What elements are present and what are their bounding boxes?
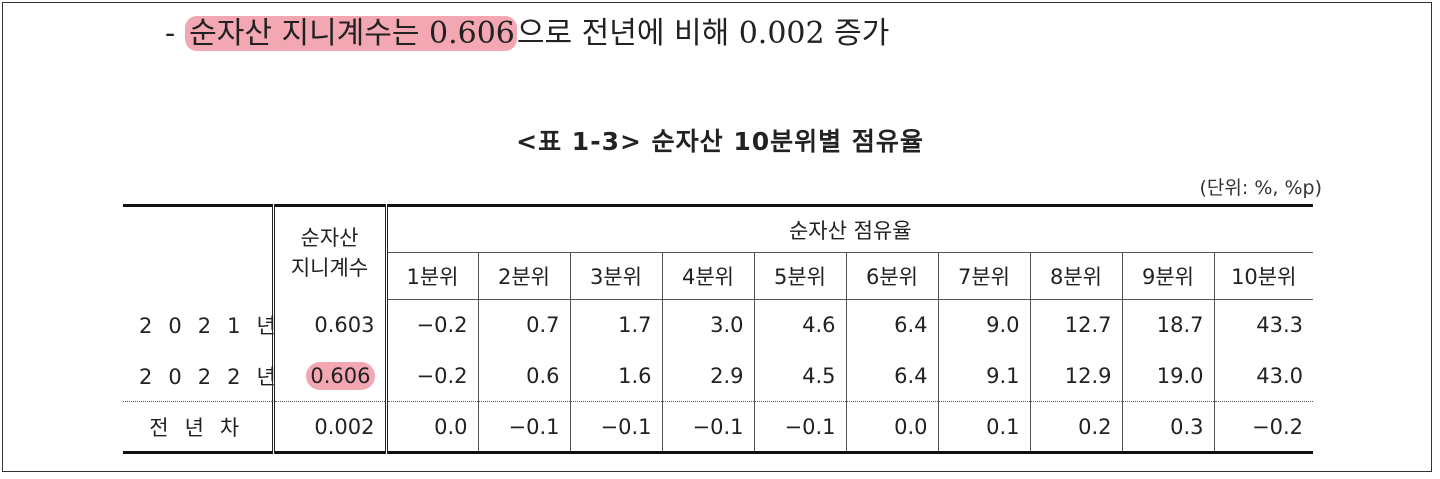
share-value: −0.1 <box>661 401 754 454</box>
unit-label: (단위: %, %p) <box>1199 177 1322 199</box>
net-asset-share-table: 순자산 지니계수 순자산 점유율 1분위 2분위 3분위 4분위 5분위 6분위 7분위 8분… <box>123 204 1314 454</box>
gini-value: 0.603 <box>273 299 388 351</box>
share-value: 9.1 <box>937 350 1030 402</box>
share-value: 0.7 <box>477 299 570 351</box>
decile-header-2: 2분위 <box>477 252 570 300</box>
share-value: 43.0 <box>1213 350 1314 402</box>
share-value: −0.1 <box>477 401 570 454</box>
gini-header: 순자산 지니계수 <box>273 204 388 300</box>
gini-header-line2: 지니계수 <box>290 256 369 281</box>
table-row: 전년차 0.002 0.0 −0.1 −0.1 −0.1 −0.1 0.0 0.1 0.2 0.3−… <box>123 401 1314 454</box>
share-value: 0.1 <box>937 401 1030 454</box>
share-value: 12.7 <box>1029 299 1122 351</box>
summary-line: - 순자산 지니계수는 0.606으로 전년에 비해 0.002 증가 <box>165 12 889 56</box>
share-value: 6.4 <box>845 350 938 402</box>
share-value: 6.4 <box>845 299 938 351</box>
decile-header-10: 10분위 <box>1213 252 1314 300</box>
summary-rest: 으로 전년에 비해 0.002 증가 <box>516 16 890 51</box>
gini-value: 0.002 <box>273 401 388 454</box>
decile-header-4: 4분위 <box>661 252 754 300</box>
decile-header-8: 8분위 <box>1029 252 1122 300</box>
share-value: 2.9 <box>661 350 754 402</box>
row-label: 전년차 <box>123 401 275 454</box>
highlighted-gini: 0.606 <box>306 361 375 390</box>
table-body: 2021년 0.603 −0.2 0.7 1.7 3.0 4.6 6.4 9.0 12.7 18.7… <box>123 299 1314 454</box>
share-value: 0.0 <box>845 401 938 454</box>
decile-header-6: 6분위 <box>845 252 938 300</box>
row-label: 2021년 <box>123 299 276 351</box>
decile-header-7: 7분위 <box>937 252 1030 300</box>
share-value: −0.2 <box>386 350 478 402</box>
share-value: 1.6 <box>569 350 662 402</box>
highlighted-text: 순자산 지니계수는 0.606 <box>185 16 517 51</box>
share-value: −0.2 <box>1213 401 1314 454</box>
share-header: 순자산 점유율 <box>386 204 1314 253</box>
table-row: 2021년 0.603 −0.2 0.7 1.7 3.0 4.6 6.4 9.0 12.7 18.7… <box>123 299 1314 351</box>
share-value: 3.0 <box>661 299 754 351</box>
share-value: −0.1 <box>753 401 846 454</box>
share-value: 9.0 <box>937 299 1030 351</box>
corner-cell <box>123 204 275 300</box>
header-row-1: 순자산 지니계수 순자산 점유율 <box>123 204 1314 300</box>
share-value: 0.3 <box>1121 401 1214 454</box>
gini-value: 0.606 <box>273 350 388 402</box>
share-value: −0.2 <box>416 313 468 338</box>
table-title: <표 1-3> 순자산 10분위별 점유율 <box>516 127 924 156</box>
share-value: 0.6 <box>477 350 570 402</box>
row-label: 2022년 <box>123 350 276 402</box>
bullet-dash: - <box>165 16 176 51</box>
share-value: 4.5 <box>753 350 846 402</box>
share-value: 43.3 <box>1213 299 1314 351</box>
share-value: 0.2 <box>1029 401 1122 454</box>
header-row-2: 1분위 2분위 3분위 4분위 5분위 6분위 7분위 8분위 9분위 10분위 <box>123 252 1314 300</box>
share-value: 4.6 <box>753 299 846 351</box>
table-row: 2022년 0.606 −0.2 0.6 1.6 2.9 4.5 6.4 9.1 12.9 19.0… <box>123 350 1314 402</box>
share-value: 19.0 <box>1121 350 1214 402</box>
decile-header-9: 9분위 <box>1121 252 1214 300</box>
share-value: 18.7 <box>1121 299 1214 351</box>
decile-header-3: 3분위 <box>569 252 662 300</box>
decile-header-5: 5분위 <box>753 252 846 300</box>
gini-header-line1: 순자산 <box>300 226 359 251</box>
share-value: −0.1 <box>569 401 662 454</box>
share-value: 12.9 <box>1029 350 1122 402</box>
decile-header-1: 1분위 <box>386 252 478 300</box>
share-value: 1.7 <box>569 299 662 351</box>
share-value: 0.0 <box>386 401 478 454</box>
